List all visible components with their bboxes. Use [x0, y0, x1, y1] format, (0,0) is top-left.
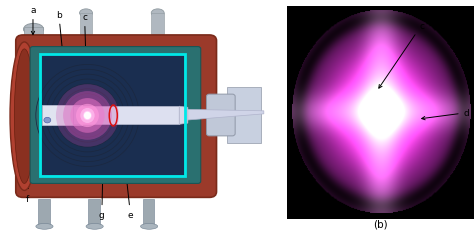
Ellipse shape: [151, 10, 164, 18]
Text: c: c: [379, 21, 424, 89]
Bar: [73, 107, 179, 125]
Polygon shape: [179, 107, 188, 125]
FancyBboxPatch shape: [42, 56, 183, 175]
Bar: [38, 199, 50, 226]
Bar: [151, 14, 164, 35]
Text: d: d: [162, 112, 173, 134]
Text: f: f: [26, 166, 32, 203]
Ellipse shape: [14, 50, 35, 184]
Ellipse shape: [76, 104, 99, 128]
FancyBboxPatch shape: [207, 95, 235, 136]
Text: e: e: [125, 179, 133, 219]
Ellipse shape: [86, 224, 103, 229]
Bar: [143, 199, 154, 226]
Ellipse shape: [140, 224, 158, 229]
Text: g: g: [99, 159, 105, 219]
FancyBboxPatch shape: [30, 47, 201, 184]
Ellipse shape: [70, 99, 105, 133]
Ellipse shape: [36, 224, 53, 229]
Polygon shape: [178, 110, 264, 121]
Text: d: d: [422, 109, 469, 120]
Bar: [80, 14, 92, 35]
FancyBboxPatch shape: [16, 36, 217, 198]
Text: c: c: [82, 13, 88, 61]
Ellipse shape: [83, 111, 92, 121]
Text: (b): (b): [373, 219, 388, 229]
Bar: [88, 199, 100, 226]
Bar: [42, 105, 82, 126]
Ellipse shape: [80, 108, 95, 123]
Ellipse shape: [10, 43, 39, 191]
Bar: [24, 28, 43, 46]
Ellipse shape: [84, 112, 91, 120]
Text: a: a: [30, 6, 36, 35]
Ellipse shape: [24, 24, 44, 36]
Ellipse shape: [63, 92, 112, 140]
Ellipse shape: [56, 85, 119, 147]
Text: b: b: [56, 11, 64, 54]
Bar: [227, 88, 261, 143]
Ellipse shape: [80, 10, 92, 18]
Circle shape: [44, 118, 51, 123]
